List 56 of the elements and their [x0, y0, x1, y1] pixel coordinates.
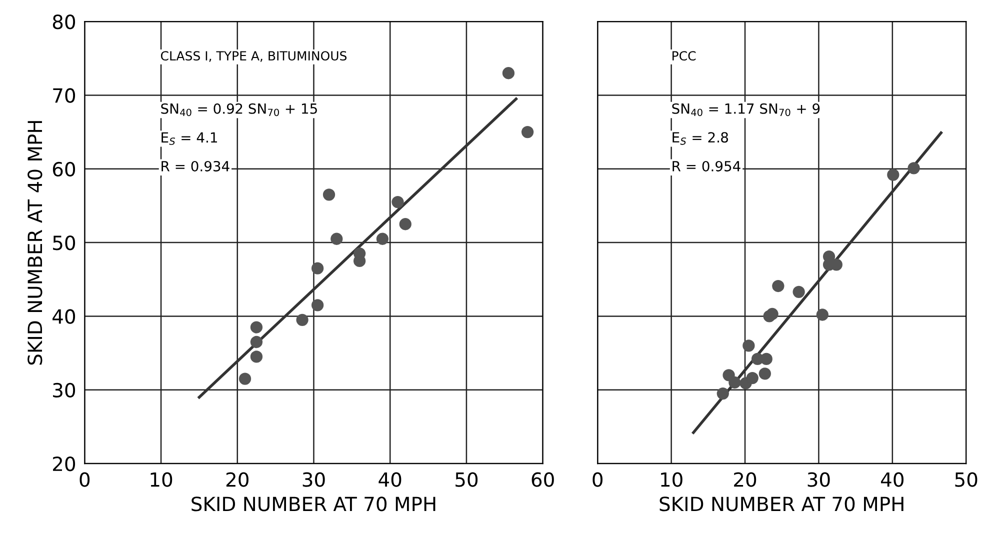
point	[758, 368, 771, 380]
point	[238, 372, 252, 385]
point	[250, 350, 263, 363]
x-tick-label: 40	[880, 472, 904, 487]
y-tick-label: 70	[53, 88, 76, 103]
x-tick-label: 20	[734, 472, 756, 487]
point	[250, 321, 263, 334]
x-tick-label: 20	[226, 472, 248, 487]
point	[376, 232, 389, 245]
point	[716, 387, 729, 400]
point	[816, 308, 828, 321]
point	[311, 299, 324, 312]
annotation: E$_{S}$ = 2.8	[672, 132, 728, 145]
x-tick-label: 10	[150, 472, 172, 487]
point	[728, 376, 741, 389]
point	[521, 126, 534, 138]
point	[766, 308, 778, 320]
y-tick-label: 30	[53, 382, 76, 398]
point	[296, 314, 308, 326]
annotation: R = 0.954	[672, 160, 740, 172]
annotation: SN$_{40}$ = 0.92 SN$_{70}$ + 15	[161, 103, 317, 116]
point	[746, 372, 758, 384]
x-tick-label: 0	[80, 472, 90, 487]
point	[742, 340, 755, 352]
annotation: PCC	[672, 51, 696, 61]
point	[322, 188, 336, 201]
y-tick-label: 40	[52, 309, 76, 324]
point	[399, 218, 412, 230]
point	[772, 280, 784, 292]
annotation: E$_{S}$ = 4.1	[162, 132, 217, 145]
point	[792, 286, 805, 298]
point	[250, 336, 263, 348]
x-tick-label: 10	[661, 472, 682, 487]
annotation: SN$_{40}$ = 1.17 SN$_{70}$ + 9	[672, 103, 820, 116]
point	[330, 232, 343, 245]
point	[392, 196, 404, 208]
x-axis-title: SKID NUMBER AT 70 MPH	[660, 496, 904, 512]
point	[311, 262, 324, 274]
annotation: CLASS I, TYPE A, BITUMINOUS	[160, 51, 347, 62]
x-tick-label: 30	[302, 472, 325, 487]
y-tick-label: 60	[52, 162, 76, 177]
y-axis-title: SKID NUMBER AT 40 MPH	[28, 121, 42, 365]
annotation: R = 0.934	[162, 160, 230, 172]
x-axis-title: SKID NUMBER AT 70 MPH	[192, 496, 436, 512]
point	[887, 168, 900, 181]
y-tick-label: 50	[53, 236, 76, 250]
x-tick-label: 50	[456, 472, 478, 487]
point	[502, 67, 515, 80]
x-tick-label: 40	[378, 472, 402, 487]
x-tick-label: 0	[592, 472, 602, 487]
y-tick-label: 80	[52, 14, 76, 30]
x-tick-label: 30	[808, 472, 830, 487]
x-tick-label: 50	[955, 472, 978, 487]
point	[908, 162, 920, 174]
x-tick-label: 60	[532, 472, 554, 487]
y-tick-label: 20	[53, 456, 76, 472]
